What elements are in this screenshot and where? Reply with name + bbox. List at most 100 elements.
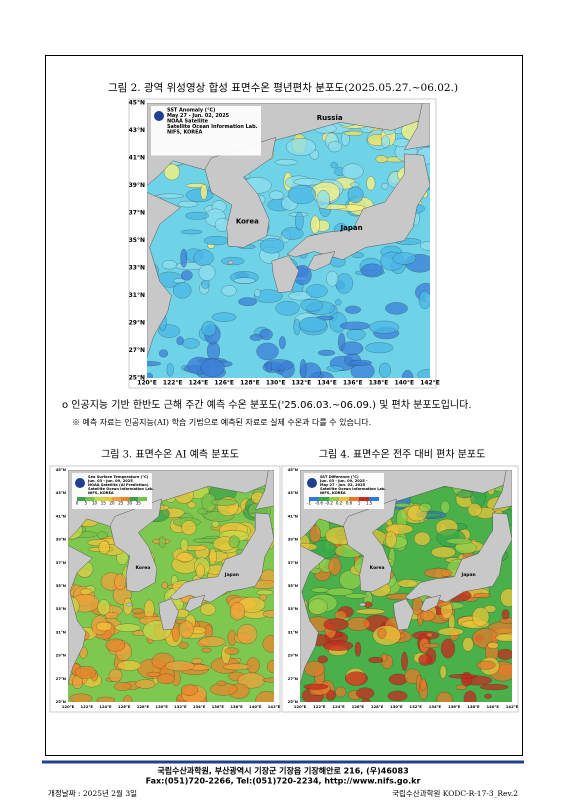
- sst-patch: [259, 238, 285, 254]
- sst-patch: [366, 176, 376, 191]
- figure-caption: 그림 4. 표면수온 전주 대비 편차 분포도: [319, 449, 486, 461]
- sst-patch: [75, 665, 97, 679]
- sst-patch: [361, 698, 371, 702]
- sst-patch: [467, 503, 482, 517]
- sst-patch: [295, 211, 304, 231]
- colorbar-cell: [349, 497, 359, 501]
- sst-patch: [335, 686, 347, 698]
- legend-text: NIFS, KOREA: [167, 130, 202, 136]
- sst-patch: [123, 597, 133, 616]
- lon-label: 130°E: [390, 704, 403, 709]
- sst-patch: [233, 277, 256, 284]
- lon-label: 122°E: [313, 704, 326, 709]
- lat-label: 45°N: [129, 100, 145, 107]
- lat-label: 43°N: [129, 127, 145, 134]
- sst-patch: [385, 302, 408, 315]
- sst-patch: [108, 668, 123, 683]
- sst-patch: [193, 249, 214, 266]
- legend-text: Sea Surface Temperature (°C): [88, 475, 149, 479]
- sst-patch: [356, 687, 375, 700]
- note-text: ※ 예측 자료는 인공지능(AI) 학습 기법으로 예측된 자료로 실제 수온과…: [72, 417, 371, 427]
- land: [184, 594, 206, 612]
- place-name: Japan: [224, 572, 239, 578]
- lat-label: 25°N: [129, 375, 145, 382]
- sst-patch: [98, 540, 110, 555]
- lon-label: 120°E: [62, 704, 75, 709]
- sst-patch: [418, 653, 432, 666]
- lat-label: 45°N: [288, 467, 298, 472]
- lon-label: 124°E: [189, 380, 209, 387]
- sst-patch: [473, 592, 492, 599]
- sst-patch: [341, 163, 364, 180]
- sst-patch: [281, 227, 304, 240]
- sst-patch: [448, 674, 478, 679]
- legend-text: NIFS, KOREA: [320, 491, 346, 495]
- lon-label: 120°E: [137, 380, 157, 387]
- lat-label: 41°N: [129, 155, 145, 162]
- sst-patch: [387, 690, 408, 702]
- sst-patch: [195, 563, 205, 578]
- sst-patch: [180, 229, 203, 235]
- sst-patch: [224, 647, 240, 655]
- sst-patch: [495, 633, 512, 642]
- sst-patch: [397, 579, 418, 588]
- sst-patch: [79, 588, 92, 595]
- sst-patch: [286, 138, 316, 156]
- lat-label: 37°N: [56, 560, 66, 565]
- sst-patch: [161, 581, 168, 589]
- lon-label: 140°E: [249, 704, 262, 709]
- sst-patch: [166, 363, 174, 377]
- figure-caption: 그림 2. 광역 위성영상 합성 표면수온 평년편차 분포도(2025.05.2…: [108, 81, 458, 94]
- colorbar-cell: [138, 497, 147, 501]
- sst-patch: [293, 318, 301, 336]
- lat-label: 33°N: [56, 606, 66, 611]
- colorbar-label: 35: [136, 500, 142, 505]
- lon-label: 122°E: [163, 380, 183, 387]
- sst-patch: [317, 655, 328, 664]
- sst-patch: [254, 289, 261, 298]
- land: [420, 594, 442, 612]
- sst-patch: [326, 365, 344, 372]
- legend-text: Jun. 03 - Jun. 09, 2025 -: [319, 479, 368, 483]
- place-name: Korea: [236, 217, 259, 225]
- colorbar-label: 15: [101, 500, 107, 505]
- sst-patch: [95, 621, 113, 632]
- sst-patch: [413, 531, 431, 546]
- land: [343, 498, 397, 593]
- sst-patch: [329, 312, 347, 333]
- lat-label: 25°N: [56, 699, 66, 704]
- lon-label: 136°E: [343, 380, 363, 387]
- sst-patch: [368, 656, 384, 664]
- colorbar-label: -0.2: [325, 500, 333, 505]
- legend-text: SST Anomaly (°C): [167, 108, 215, 114]
- land: [109, 498, 162, 593]
- sst-patch: [306, 284, 328, 298]
- colorbar-label: 0.2: [336, 500, 343, 505]
- sst-patch: [487, 641, 499, 649]
- sst-patch: [181, 520, 197, 536]
- sst-patch: [253, 289, 283, 303]
- sst-patch: [208, 548, 217, 566]
- legend-box: [72, 473, 152, 509]
- legend-text: NOAA Satellite (AI Prediction): [88, 483, 149, 487]
- lat-label: 29°N: [56, 653, 66, 658]
- place-name: Japan: [340, 224, 363, 232]
- colorbar-label: 10: [92, 500, 98, 505]
- lon-label: 128°E: [240, 380, 260, 387]
- colorbar-cell: [103, 497, 112, 501]
- lat-label: 39°N: [288, 537, 298, 542]
- sst-patch: [344, 130, 364, 136]
- sst-patch: [304, 660, 325, 677]
- sst-patch: [114, 623, 141, 632]
- sst-patch: [462, 637, 474, 652]
- sst-patch: [420, 610, 435, 622]
- sst-patch: [228, 535, 240, 549]
- lon-label: 140°E: [487, 704, 500, 709]
- lat-label: 37°N: [129, 210, 145, 217]
- sst-patch: [501, 609, 510, 620]
- sst-patch: [372, 625, 401, 646]
- sst-patch: [185, 211, 210, 220]
- colorbar-cell: [85, 497, 95, 501]
- sst-patch: [69, 693, 93, 702]
- sst-patch: [135, 679, 156, 689]
